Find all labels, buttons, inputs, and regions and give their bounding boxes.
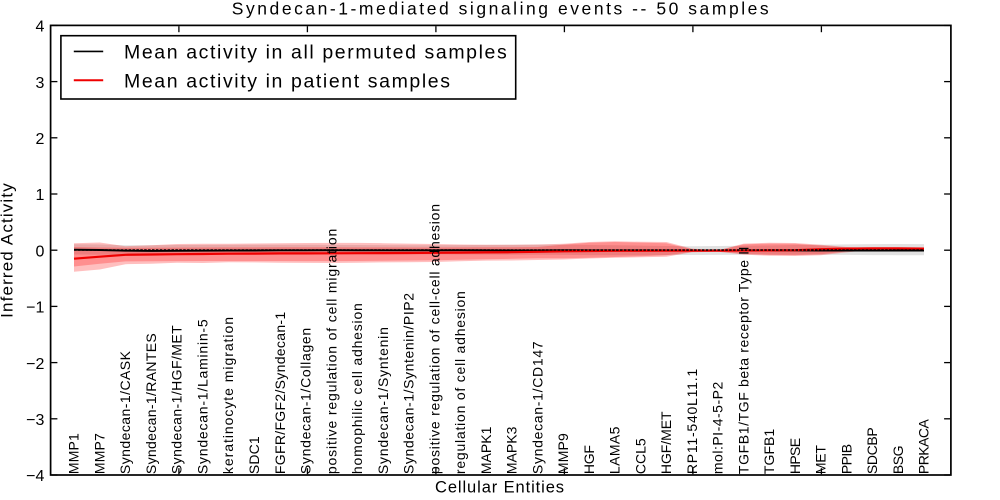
svg-text:Mean activity in patient sampl: Mean activity in patient samples xyxy=(124,70,452,92)
svg-text:3: 3 xyxy=(35,75,44,92)
svg-text:Syndecan-1/Collagen: Syndecan-1/Collagen xyxy=(298,327,314,474)
svg-text:keratinocyte migration: keratinocyte migration xyxy=(220,316,236,474)
svg-text:HGF: HGF xyxy=(581,445,597,474)
svg-text:Syndecan-1/HGF/MET: Syndecan-1/HGF/MET xyxy=(169,325,185,474)
svg-text:−1: −1 xyxy=(26,300,44,317)
svg-text:LAMA5: LAMA5 xyxy=(607,426,623,474)
svg-text:MET: MET xyxy=(813,445,829,475)
svg-text:MAPK3: MAPK3 xyxy=(504,426,520,474)
svg-text:Syndecan-1/CD147: Syndecan-1/CD147 xyxy=(529,341,545,474)
svg-text:−4: −4 xyxy=(26,468,44,485)
svg-text:1: 1 xyxy=(35,187,44,204)
svg-text:0: 0 xyxy=(35,243,44,260)
svg-text:TGFB1/TGF beta receptor Type I: TGFB1/TGF beta receptor Type II xyxy=(735,246,751,474)
svg-text:SDCBP: SDCBP xyxy=(864,428,880,474)
svg-text:Syndecan-1/CASK: Syndecan-1/CASK xyxy=(117,350,133,474)
svg-text:regulation of cell adhesion: regulation of cell adhesion xyxy=(452,290,468,474)
svg-text:Syndecan-1/RANTES: Syndecan-1/RANTES xyxy=(143,333,159,474)
svg-text:Cellular Entities: Cellular Entities xyxy=(435,478,565,496)
svg-text:HPSE: HPSE xyxy=(787,438,803,474)
svg-text:Syndecan-1/Syntenin/PIP2: Syndecan-1/Syntenin/PIP2 xyxy=(401,292,417,474)
svg-text:−2: −2 xyxy=(26,356,44,373)
svg-text:RP11-540L11.1: RP11-540L11.1 xyxy=(684,368,700,474)
svg-text:Mean activity in all permuted: Mean activity in all permuted samples xyxy=(124,41,508,63)
svg-text:PRKACA: PRKACA xyxy=(916,419,932,475)
svg-text:FGFR/FGF2/Syndecan-1: FGFR/FGF2/Syndecan-1 xyxy=(272,312,288,475)
svg-text:MMP1: MMP1 xyxy=(66,433,82,474)
svg-text:4: 4 xyxy=(35,19,44,36)
svg-text:positive regulation of cell mi: positive regulation of cell migration xyxy=(323,228,339,474)
svg-text:2: 2 xyxy=(35,131,44,148)
svg-text:Syndecan-1/Laminin-5: Syndecan-1/Laminin-5 xyxy=(195,319,211,474)
svg-text:HGF/MET: HGF/MET xyxy=(658,411,674,474)
svg-text:Inferred Activity: Inferred Activity xyxy=(0,182,17,318)
svg-text:positive regulation of cell-ce: positive regulation of cell-cell adhesio… xyxy=(426,203,442,474)
svg-text:PPIB: PPIB xyxy=(838,444,854,474)
svg-text:mol:PI-4-5-P2: mol:PI-4-5-P2 xyxy=(710,381,726,474)
svg-text:BSG: BSG xyxy=(890,446,906,474)
svg-text:SDC1: SDC1 xyxy=(246,436,262,474)
svg-text:−3: −3 xyxy=(26,412,44,429)
svg-text:TGFB1: TGFB1 xyxy=(761,429,777,475)
svg-text:MAPK1: MAPK1 xyxy=(478,426,494,474)
svg-text:Syndecan-1-mediated signaling: Syndecan-1-mediated signaling events -- … xyxy=(232,0,771,19)
svg-text:CCL5: CCL5 xyxy=(632,438,648,474)
svg-text:homophilic cell adhesion: homophilic cell adhesion xyxy=(349,302,365,474)
svg-text:MMP9: MMP9 xyxy=(555,433,571,474)
svg-text:MMP7: MMP7 xyxy=(92,433,108,474)
svg-text:Syndecan-1/Syntenin: Syndecan-1/Syntenin xyxy=(375,326,391,474)
